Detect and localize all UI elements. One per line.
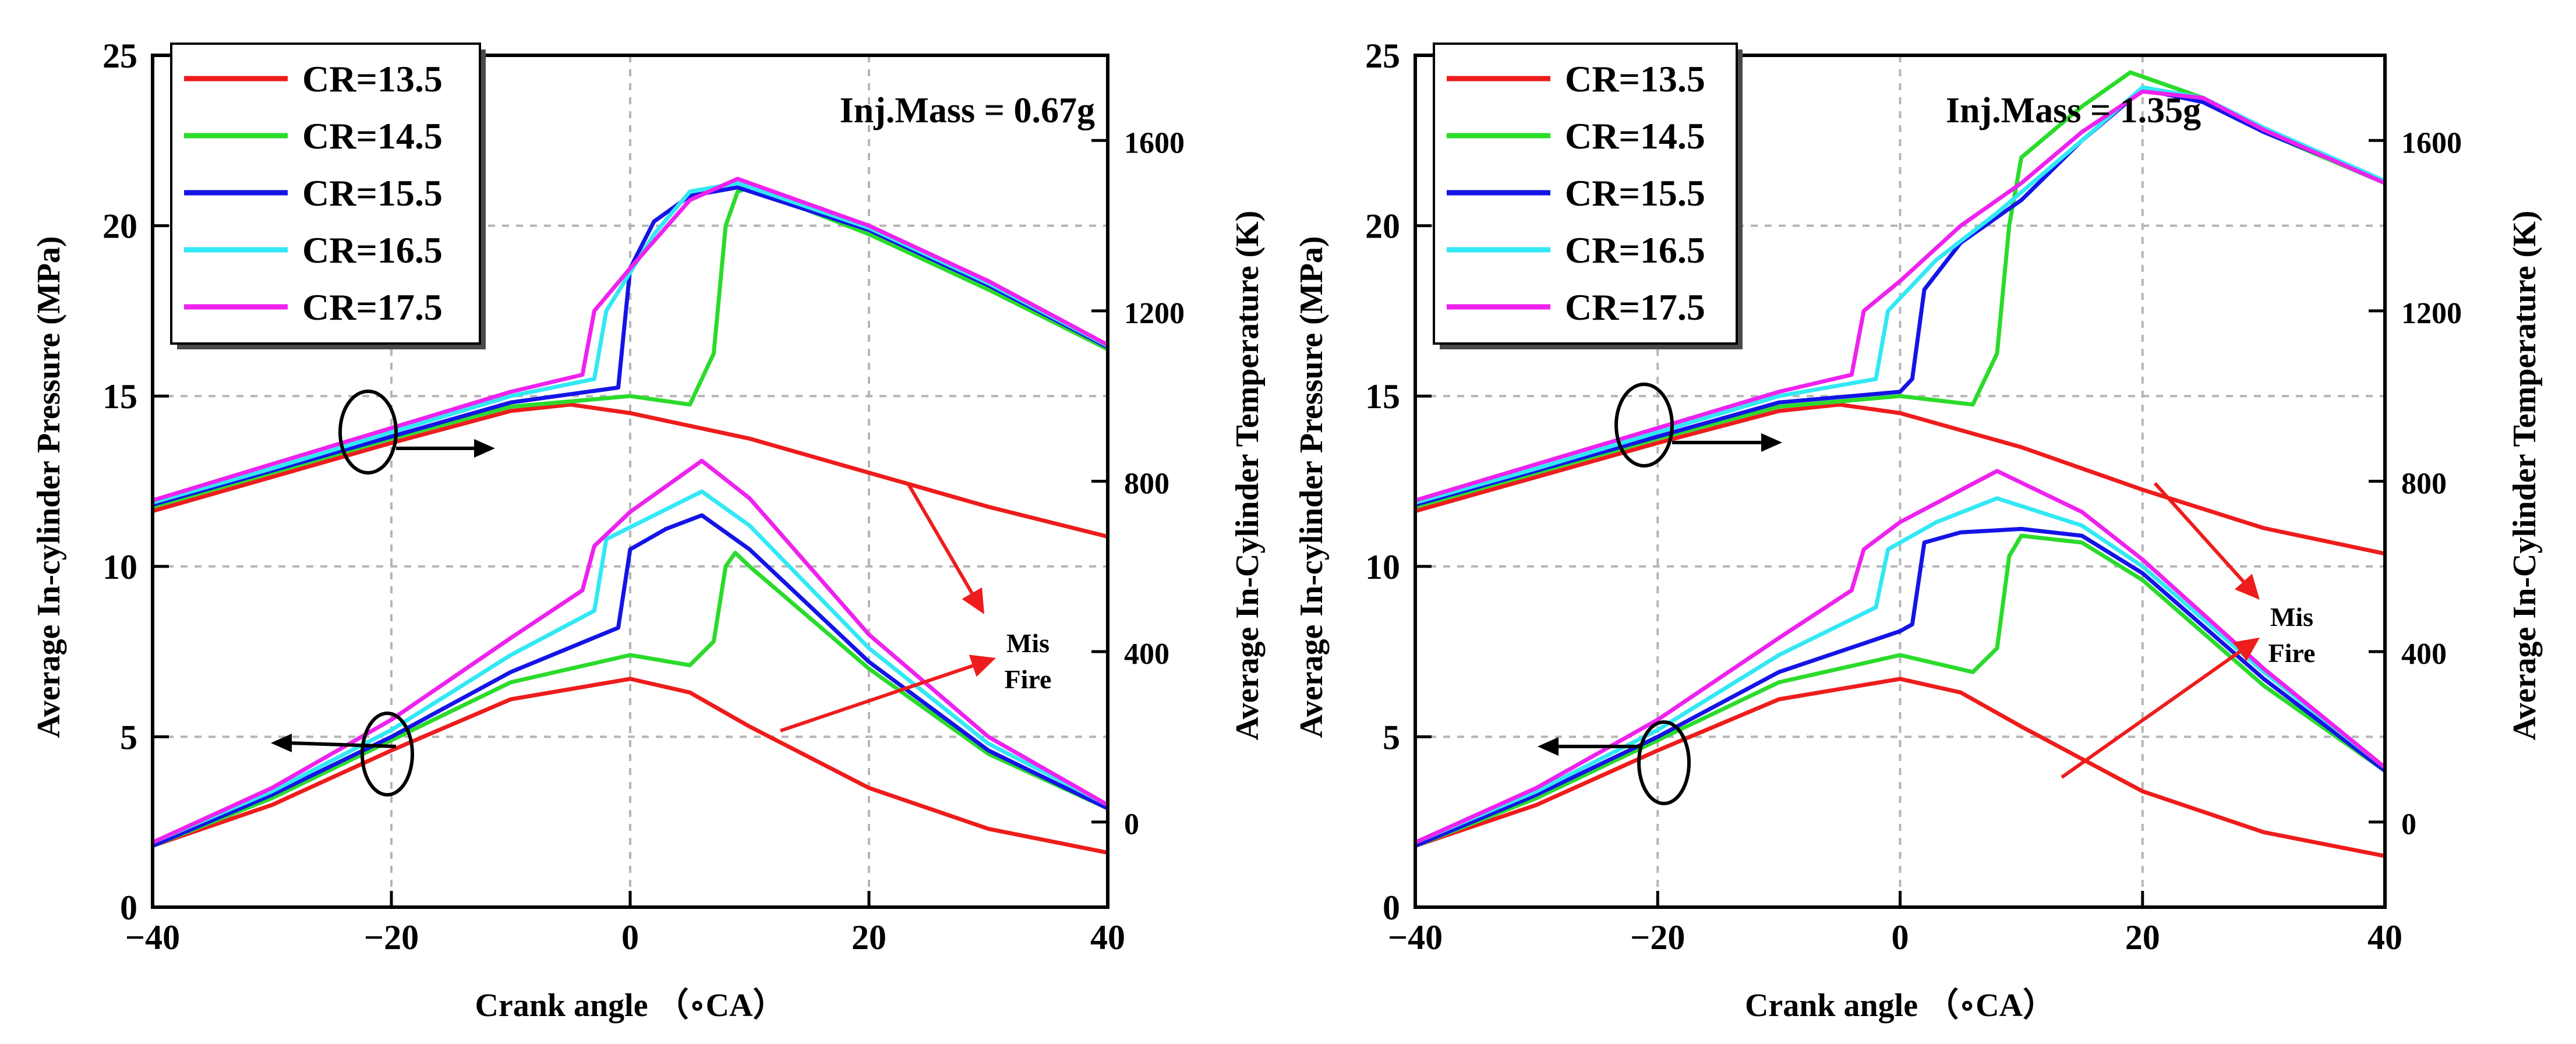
x-tick-label: −20 xyxy=(364,918,419,957)
x-tick-label: 0 xyxy=(621,918,639,957)
y-tick-label-right: 400 xyxy=(2401,638,2447,671)
misfire-arrow-head xyxy=(962,587,984,614)
pressure-line xyxy=(153,550,1108,848)
x-tick-label: 20 xyxy=(2125,918,2160,957)
x-tick-label: 40 xyxy=(1090,918,1125,957)
y-tick-label-right: 1600 xyxy=(2401,126,2462,160)
y-tick-label-left: 10 xyxy=(1365,548,1400,586)
y-axis-label-right: Average In-Cylinder Temperature (K) xyxy=(2507,211,2543,741)
temperature-line xyxy=(153,402,1108,539)
misfire-label-line2: Fire xyxy=(2268,638,2316,668)
misfire-arrow-head xyxy=(2233,638,2260,661)
pressure-line xyxy=(1415,496,2385,845)
y-tick-label-left: 5 xyxy=(120,718,137,756)
y-tick-label-left: 25 xyxy=(103,37,137,75)
temperature-ellipse-marker xyxy=(1614,383,1674,468)
y-tick-label-left: 20 xyxy=(103,207,137,246)
y-tick-label-right: 1200 xyxy=(1124,297,1185,330)
y-tick-label-left: 5 xyxy=(1383,718,1400,756)
x-tick-label: −40 xyxy=(125,918,180,957)
y-tick-label-right: 0 xyxy=(2401,808,2416,841)
y-tick-label-left: 15 xyxy=(103,377,137,416)
legend-label: CR=14.5 xyxy=(1565,115,1705,157)
misfire-arrow xyxy=(780,664,974,732)
x-tick-label: 40 xyxy=(2367,918,2402,957)
x-tick-label: −20 xyxy=(1630,918,1685,957)
chart-panel-left: −40 −20 0 20 400510152025040080012001600Cran… xyxy=(31,37,1266,1024)
temperature-line xyxy=(1415,87,2385,507)
misfire-arrow xyxy=(907,483,974,594)
x-tick-label: 20 xyxy=(851,918,886,957)
y-tick-label-right: 1600 xyxy=(1124,126,1185,160)
arrow-head xyxy=(1538,737,1559,756)
pressure-line xyxy=(1415,677,2385,858)
temperature-line xyxy=(1415,402,2385,556)
misfire-arrow-head xyxy=(2235,574,2260,600)
y-tick-label-right: 0 xyxy=(1124,808,1139,841)
series-group xyxy=(153,176,1108,855)
y-tick-label-left: 10 xyxy=(103,548,137,586)
y-tick-label-right: 800 xyxy=(1124,468,1169,501)
misfire-label-line2: Fire xyxy=(1005,664,1052,694)
x-tick-label: 0 xyxy=(1892,918,1909,957)
pressure-line xyxy=(153,489,1108,845)
legend-label: CR=15.5 xyxy=(302,172,443,214)
misfire-label-line1: Mis xyxy=(1006,628,1050,658)
pressure-ellipse-marker xyxy=(361,712,414,797)
y-tick-label-left: 0 xyxy=(120,889,137,927)
misfire-arrow xyxy=(2061,650,2241,779)
temperature-ellipse-marker xyxy=(338,390,398,475)
y-axis-label-left: Average In-cylinder Pressure (MPa) xyxy=(31,236,67,738)
misfire-arrow-head xyxy=(969,654,996,677)
arrow-head xyxy=(271,734,292,752)
injection-mass-annotation: Inj.Mass = 0.67g xyxy=(840,91,1095,130)
temperature-line xyxy=(1415,89,2385,502)
pressure-line xyxy=(1415,526,2385,848)
x-axis-label: Crank angle （∘CA） xyxy=(1745,987,2055,1024)
legend-label: CR=15.5 xyxy=(1565,172,1705,214)
arrow-head xyxy=(1761,433,1782,452)
temperature-line xyxy=(153,176,1108,502)
legend-label: CR=13.5 xyxy=(1565,58,1705,100)
y-tick-label-left: 15 xyxy=(1365,377,1400,416)
pressure-line xyxy=(1415,469,2385,844)
legend-label: CR=16.5 xyxy=(1565,229,1705,271)
y-tick-label-left: 20 xyxy=(1365,207,1400,246)
pressure-line xyxy=(153,677,1108,855)
misfire-label-line1: Mis xyxy=(2270,602,2313,632)
x-axis-label: Crank angle （∘CA） xyxy=(475,987,785,1024)
y-tick-label-left: 25 xyxy=(1365,37,1400,75)
y-axis-label-left: Average In-cylinder Pressure (MPa) xyxy=(1294,236,1330,738)
y-tick-label-right: 400 xyxy=(1124,638,1169,671)
chart-panel-right: −40 −20 0 20 400510152025040080012001600Cran… xyxy=(1294,37,2543,1024)
pressure-line xyxy=(1415,533,2385,848)
misfire-arrow xyxy=(2153,482,2245,583)
y-axis-label-right: Average In-Cylinder Temperature (K) xyxy=(1229,211,1266,741)
pressure-line xyxy=(153,458,1108,844)
arrow-to-pressure-axis xyxy=(288,741,397,748)
injection-mass-annotation: Inj.Mass = 1.35g xyxy=(1946,91,2201,130)
temperature-line xyxy=(1415,70,2385,509)
legend-label: CR=17.5 xyxy=(302,286,443,328)
y-tick-label-left: 0 xyxy=(1383,889,1400,927)
legend-label: CR=14.5 xyxy=(302,115,443,157)
legend-label: CR=17.5 xyxy=(1565,286,1705,328)
arrow-head xyxy=(474,439,495,458)
series-group xyxy=(1415,70,2385,858)
legend-label: CR=16.5 xyxy=(302,229,443,271)
pressure-ellipse-marker xyxy=(1637,720,1691,805)
x-tick-label: −40 xyxy=(1388,918,1443,957)
y-tick-label-right: 1200 xyxy=(2401,297,2462,330)
legend-label: CR=13.5 xyxy=(302,58,443,100)
y-tick-label-right: 800 xyxy=(2401,468,2447,501)
